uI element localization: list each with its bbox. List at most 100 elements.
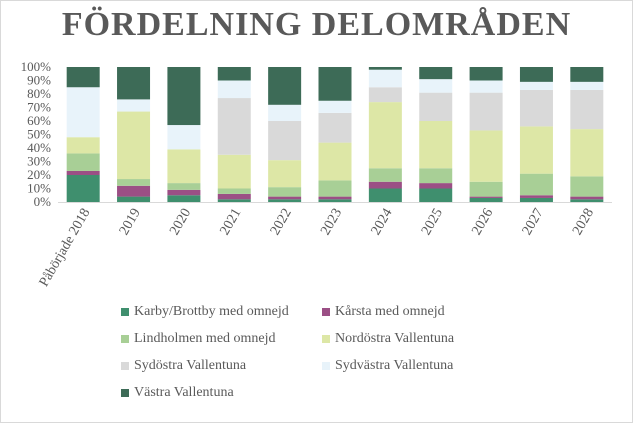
- y-tick-label: 40%: [27, 140, 51, 155]
- bar-segment: [519, 173, 553, 196]
- legend-item: Lindholmen med omnejd: [121, 331, 276, 347]
- x-tick-label: 2019: [117, 206, 144, 238]
- bar-segment: [66, 137, 100, 154]
- x-tick-label: 2022: [268, 206, 295, 238]
- y-tick-label: 50%: [27, 127, 51, 142]
- bar-segment: [318, 112, 352, 143]
- legend-label: Kårsta med omnejd: [335, 304, 445, 319]
- legend-label: Sydvästra Vallentuna: [335, 358, 454, 373]
- bar-segment: [368, 188, 402, 202]
- bar-segment: [570, 196, 604, 200]
- bar-segment: [268, 187, 302, 197]
- legend-swatch: [121, 335, 129, 343]
- legend-swatch: [121, 308, 129, 316]
- bar-segment: [268, 160, 302, 188]
- x-tick-label: 2020: [167, 206, 194, 238]
- legend-swatch: [121, 362, 129, 370]
- bar-segment: [318, 196, 352, 200]
- bar-segment: [519, 89, 553, 127]
- legend-label: Lindholmen med omnejd: [134, 331, 276, 346]
- y-tick-label: 100%: [21, 59, 52, 74]
- bar-segment: [419, 92, 453, 121]
- bar-segment: [217, 199, 251, 202]
- bar-segment: [570, 199, 604, 202]
- x-tick-label: 2027: [520, 206, 547, 238]
- bar-segment: [117, 179, 151, 186]
- legend-item: Sydöstra Vallentuna: [121, 358, 246, 374]
- bar-segment: [469, 196, 503, 198]
- bar-segment: [167, 189, 201, 196]
- bar-segment: [217, 67, 251, 81]
- legend-label: Nordöstra Vallentuna: [335, 331, 455, 346]
- legend-label: Sydöstra Vallentuna: [134, 358, 247, 373]
- bar-segment: [519, 126, 553, 174]
- bar-segment: [117, 99, 151, 112]
- bar-segment: [217, 154, 251, 189]
- y-tick-label: 70%: [27, 100, 51, 115]
- bar-segment: [368, 87, 402, 103]
- bar-segment: [117, 111, 151, 180]
- legend-swatch: [322, 362, 330, 370]
- y-tick-label: 90%: [27, 73, 51, 88]
- y-tick-label: 60%: [27, 113, 51, 128]
- legend-item: Sydvästra Vallentuna: [322, 358, 453, 374]
- bar-segment: [66, 153, 100, 171]
- bar-segment: [318, 67, 352, 101]
- bar-segment: [217, 188, 251, 194]
- bar-segment: [117, 67, 151, 100]
- bar-segment: [419, 168, 453, 184]
- y-tick-label: 0%: [34, 194, 52, 209]
- legend-swatch: [322, 308, 330, 316]
- bar-segment: [117, 196, 151, 202]
- legend-item: Kårsta med omnejd: [322, 304, 445, 320]
- x-tick-label: 2024: [369, 206, 396, 238]
- x-tick-label: 2021: [218, 206, 245, 238]
- bar-segment: [469, 80, 503, 93]
- bar-segment: [419, 183, 453, 189]
- x-tick-label: Påbörjade 2018: [37, 206, 94, 289]
- bar-segment: [318, 180, 352, 197]
- bar-segment: [167, 195, 201, 202]
- bar-segment: [368, 102, 402, 169]
- bar-segment: [117, 185, 151, 197]
- bar-segment: [167, 67, 201, 126]
- bar-segment: [519, 67, 553, 82]
- bar-segment: [419, 121, 453, 169]
- bar-segment: [570, 129, 604, 177]
- y-tick-label: 30%: [27, 154, 51, 169]
- bar-segment: [519, 197, 553, 202]
- y-tick-label: 80%: [27, 86, 51, 101]
- chart-title: FÖRDELNING DELOMRÅDEN: [61, 6, 572, 43]
- bar-segment: [66, 170, 100, 175]
- bar-segment: [217, 193, 251, 200]
- bar-segment: [217, 80, 251, 99]
- bar-segment: [419, 67, 453, 80]
- bar-segment: [66, 87, 100, 138]
- bar-segment: [318, 142, 352, 181]
- legend-label: Västra Vallentuna: [134, 385, 234, 400]
- bar-segment: [469, 181, 503, 197]
- bar-segment: [469, 130, 503, 182]
- bar-segment: [268, 199, 302, 202]
- bar-segment: [368, 168, 402, 182]
- bar-segment: [268, 67, 302, 105]
- bar-segment: [268, 121, 302, 161]
- bar-segment: [368, 181, 402, 189]
- bar-segment: [469, 197, 503, 202]
- y-tick-label: 10%: [27, 181, 51, 196]
- bar-segment: [419, 79, 453, 93]
- bar-segment: [217, 98, 251, 155]
- bar-segment: [368, 69, 402, 88]
- bar-segment: [469, 67, 503, 81]
- x-tick-label: 2026: [469, 206, 496, 238]
- legend-swatch: [121, 389, 129, 397]
- x-tick-label: 2028: [570, 206, 597, 238]
- bar-segment: [167, 125, 201, 150]
- bar-segment: [66, 175, 100, 202]
- bar-segment: [368, 67, 402, 70]
- bar-segment: [519, 81, 553, 90]
- legend-item: Västra Vallentuna: [121, 385, 234, 401]
- legend-item: Nordöstra Vallentuna: [322, 331, 454, 347]
- bar-segment: [268, 196, 302, 200]
